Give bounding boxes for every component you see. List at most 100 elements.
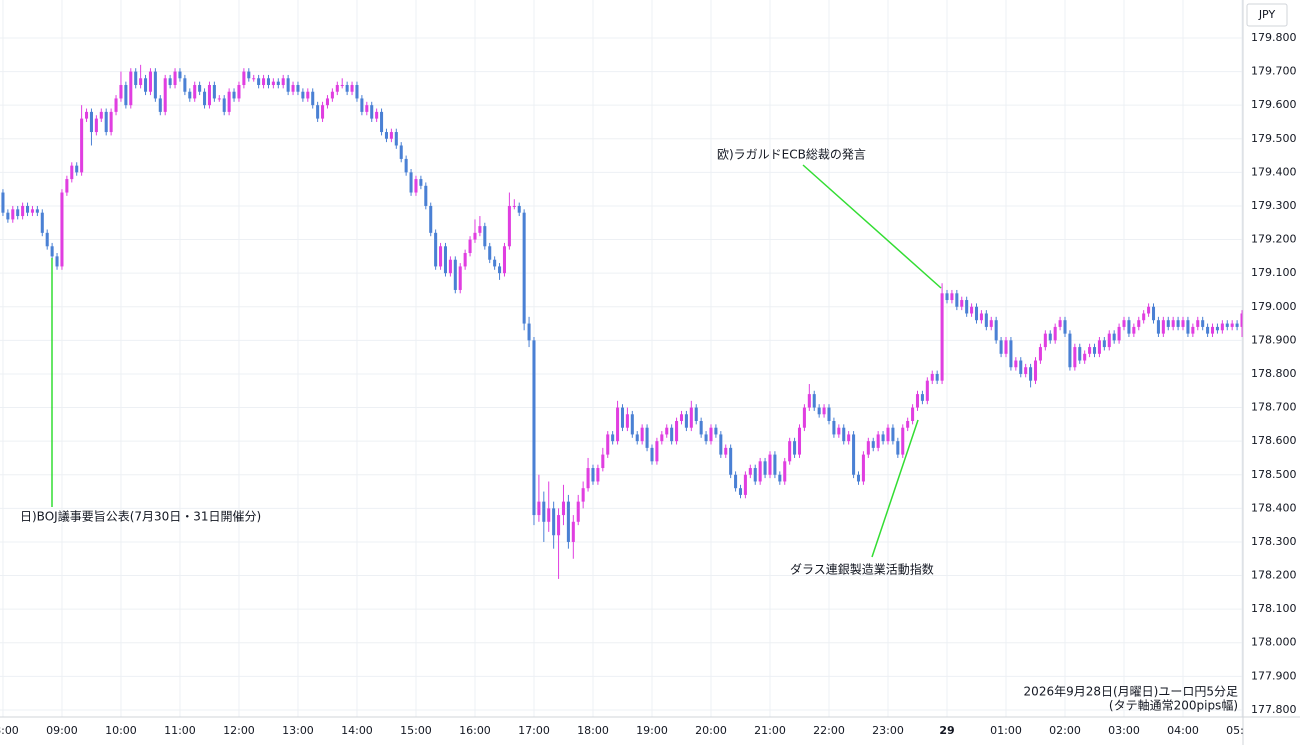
candle-body xyxy=(1014,360,1018,368)
candle-body xyxy=(399,145,403,159)
candle-body xyxy=(1088,347,1092,354)
candle-body xyxy=(301,91,305,99)
candle-body xyxy=(493,259,497,267)
candle-body xyxy=(1117,326,1121,341)
candle-body xyxy=(793,441,797,455)
candle-body xyxy=(625,414,629,428)
candle-body xyxy=(419,179,423,186)
candle-body xyxy=(542,501,546,522)
candle-body xyxy=(1092,347,1097,354)
x-tick-label: 12:00 xyxy=(223,724,255,737)
candle-body xyxy=(660,434,664,442)
candle-body xyxy=(753,468,757,482)
candle-body xyxy=(616,407,620,442)
candle-body xyxy=(409,172,413,193)
candle-body xyxy=(271,81,275,86)
candle-body xyxy=(85,111,89,119)
candle-body xyxy=(21,205,25,217)
x-tick-label: 11:00 xyxy=(164,724,196,737)
candle-body xyxy=(920,394,924,401)
candle-body xyxy=(576,501,580,522)
candle-body xyxy=(173,71,177,86)
candle-body xyxy=(212,85,216,99)
candle-body xyxy=(458,266,462,290)
candle-body xyxy=(601,454,605,469)
candle-body xyxy=(650,447,654,462)
candle-body xyxy=(45,232,49,247)
candle-body xyxy=(507,205,511,247)
candle-body xyxy=(1063,320,1067,334)
candle-body xyxy=(203,91,207,106)
candle-body xyxy=(989,320,993,327)
candle-body xyxy=(257,78,261,86)
candle-body xyxy=(6,212,10,220)
candle-body xyxy=(763,461,767,475)
candle-body xyxy=(424,185,428,206)
y-tick-label: 179.500 xyxy=(1251,132,1297,145)
candle-body xyxy=(901,427,905,455)
candle-body xyxy=(35,209,39,213)
candle-body xyxy=(473,232,477,240)
y-tick-label: 179.700 xyxy=(1251,65,1297,78)
candle-body xyxy=(183,78,187,92)
x-tick-label: 23:00 xyxy=(872,724,904,737)
candle-body xyxy=(1230,323,1234,327)
candle-body xyxy=(468,239,472,253)
candle-body xyxy=(325,98,329,106)
candle-body xyxy=(1078,347,1082,361)
candle-body xyxy=(488,246,492,260)
candle-body xyxy=(232,91,236,99)
candle-body xyxy=(670,427,674,442)
annotation: 日)BOJ議事要旨公表(7月30日・31日開催分) xyxy=(20,510,261,524)
candle-body xyxy=(281,78,285,86)
candle-body xyxy=(827,407,831,421)
candle-body xyxy=(360,98,364,112)
candle-body xyxy=(930,373,934,381)
candle-body xyxy=(335,85,339,92)
candle-body xyxy=(453,259,457,290)
x-tick-label: 13:00 xyxy=(282,724,314,737)
candle-body xyxy=(168,78,172,86)
candle-body xyxy=(999,340,1003,354)
candle-body xyxy=(822,407,826,415)
candle-body xyxy=(291,85,295,92)
candle-body xyxy=(699,420,703,435)
y-tick-label: 178.000 xyxy=(1251,636,1297,649)
x-tick-label: 14:00 xyxy=(341,724,373,737)
candle-body xyxy=(365,105,369,112)
candle-body xyxy=(1201,320,1205,327)
x-tick-label: 01:00 xyxy=(990,724,1022,737)
annotation-line xyxy=(871,419,919,558)
candle-body xyxy=(104,111,108,133)
candle-body xyxy=(1097,340,1101,354)
candle-body xyxy=(483,226,487,247)
x-tick-label: 29 xyxy=(939,724,954,737)
candle-body xyxy=(345,85,349,92)
candle-body xyxy=(689,407,693,428)
candle-body xyxy=(375,111,379,119)
candle-body xyxy=(675,420,679,442)
candle-body xyxy=(498,266,502,274)
candle-body xyxy=(817,407,821,415)
candle-body xyxy=(370,105,374,119)
candle-body xyxy=(729,447,733,475)
annotation: ダラス連銀製造業活動指数 xyxy=(790,562,934,577)
candle-body xyxy=(783,461,787,482)
candle-body xyxy=(768,454,772,475)
candle-body xyxy=(252,78,256,80)
candle-body xyxy=(743,474,747,495)
y-tick-label: 178.900 xyxy=(1251,333,1297,346)
candle-body xyxy=(861,454,865,482)
candle-body xyxy=(547,508,551,522)
candle-body xyxy=(237,85,241,99)
y-tick-label: 178.100 xyxy=(1251,602,1297,615)
candle-body xyxy=(566,501,570,542)
candle-body xyxy=(1191,326,1195,334)
candle-body xyxy=(1166,320,1170,327)
candle-body xyxy=(571,521,575,542)
x-tick-label: 19:00 xyxy=(636,724,668,737)
y-tick-label: 179.800 xyxy=(1251,31,1297,44)
candle-body xyxy=(65,179,69,193)
candle-body xyxy=(856,474,861,482)
candle-body xyxy=(1161,320,1165,334)
